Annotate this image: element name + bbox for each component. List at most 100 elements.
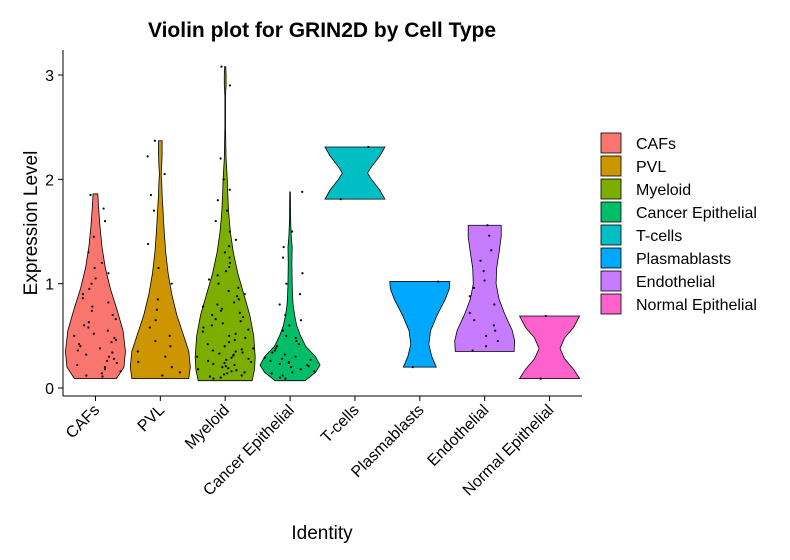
data-point-endothelial bbox=[484, 345, 488, 348]
data-point-pvl bbox=[170, 366, 173, 369]
data-point-cafs bbox=[107, 272, 110, 275]
data-point-myeloid bbox=[227, 340, 231, 344]
legend-swatch-cancer-epithelial bbox=[600, 201, 622, 223]
data-point-myeloid bbox=[234, 332, 237, 335]
data-point-cafs bbox=[103, 219, 107, 223]
data-point-myeloid bbox=[217, 282, 220, 285]
data-point-myeloid bbox=[211, 349, 214, 352]
data-point-myeloid bbox=[206, 343, 209, 346]
data-point-myeloid bbox=[207, 278, 211, 281]
data-point-cancer-epithelial bbox=[278, 303, 281, 306]
legend-swatch-plasmablasts bbox=[600, 247, 622, 269]
data-point-myeloid bbox=[233, 363, 236, 367]
data-point-myeloid bbox=[222, 373, 226, 376]
data-point-cancer-epithelial bbox=[287, 360, 290, 364]
data-point-myeloid bbox=[228, 256, 231, 259]
data-point-cafs bbox=[92, 332, 95, 335]
data-point-myeloid bbox=[247, 357, 250, 360]
data-point-myeloid bbox=[233, 301, 236, 304]
legend-swatch-myeloid bbox=[600, 178, 622, 200]
data-point-cancer-epithelial bbox=[291, 230, 294, 233]
data-point-cafs bbox=[103, 366, 107, 369]
data-point-cancer-epithelial bbox=[269, 359, 272, 362]
legend-label-t-cells: T-cells bbox=[636, 228, 682, 245]
data-point-myeloid bbox=[216, 274, 219, 277]
violin-normal-epithelial bbox=[518, 315, 581, 380]
data-point-myeloid bbox=[247, 328, 250, 331]
violin-endothelial bbox=[454, 224, 516, 352]
data-point-cafs bbox=[101, 375, 104, 378]
data-point-pvl bbox=[152, 209, 156, 212]
y-tick-label: 2 bbox=[45, 172, 54, 189]
data-point-cafs bbox=[111, 351, 114, 354]
data-point-cafs bbox=[83, 324, 86, 327]
data-point-cafs bbox=[98, 347, 102, 350]
data-point-cancer-epithelial bbox=[278, 376, 282, 379]
data-point-cancer-epithelial bbox=[291, 371, 294, 374]
data-point-cancer-epithelial bbox=[285, 334, 288, 337]
y-tick-label: 0 bbox=[45, 381, 54, 398]
x-axis-title: Identity bbox=[291, 523, 353, 544]
legend-label-normal-epithelial: Normal Epithelial bbox=[636, 297, 757, 314]
data-point-myeloid bbox=[227, 367, 230, 370]
data-point-cancer-epithelial bbox=[299, 319, 303, 322]
data-point-cafs bbox=[107, 301, 110, 304]
data-point-cafs bbox=[81, 297, 84, 300]
data-point-cafs bbox=[103, 368, 107, 371]
data-point-pvl bbox=[137, 360, 140, 364]
data-point-cancer-epithelial bbox=[297, 343, 301, 346]
data-point-myeloid bbox=[212, 362, 215, 366]
data-point-myeloid bbox=[220, 307, 224, 310]
y-axis-title: Expression Level bbox=[21, 151, 42, 296]
data-point-myeloid bbox=[208, 375, 211, 378]
data-point-myeloid bbox=[221, 366, 224, 369]
data-point-myeloid bbox=[228, 188, 231, 191]
data-point-cancer-epithelial bbox=[294, 355, 297, 358]
data-point-pvl bbox=[164, 355, 167, 358]
data-point-myeloid bbox=[219, 309, 223, 312]
legend-label-pvl: PVL bbox=[636, 159, 666, 176]
data-point-cancer-epithelial bbox=[274, 347, 277, 350]
data-point-myeloid bbox=[230, 356, 233, 359]
data-point-myeloid bbox=[196, 368, 200, 371]
data-point-cafs bbox=[94, 277, 97, 280]
data-point-cafs bbox=[107, 355, 111, 358]
data-point-myeloid bbox=[237, 298, 240, 301]
data-point-cancer-epithelial bbox=[283, 353, 286, 356]
data-point-cafs bbox=[76, 363, 79, 367]
data-point-cafs bbox=[110, 340, 113, 344]
data-point-cancer-epithelial bbox=[284, 377, 287, 380]
data-point-pvl bbox=[146, 155, 149, 158]
data-point-myeloid bbox=[234, 238, 237, 241]
data-point-myeloid bbox=[224, 270, 228, 273]
data-point-pvl bbox=[178, 371, 181, 374]
data-point-endothelial bbox=[483, 279, 486, 282]
data-point-myeloid bbox=[230, 370, 233, 373]
legend-swatch-endothelial bbox=[600, 270, 622, 292]
data-point-myeloid bbox=[221, 322, 224, 325]
data-point-cancer-epithelial bbox=[280, 357, 284, 360]
data-point-t-cells bbox=[367, 145, 370, 149]
data-point-cancer-epithelial bbox=[313, 370, 316, 373]
legend-label-plasmablasts: Plasmablasts bbox=[636, 251, 731, 268]
chart-title: Violin plot for GRIN2D by Cell Type bbox=[148, 19, 496, 42]
data-point-myeloid bbox=[241, 351, 244, 354]
violin-t-cells bbox=[324, 146, 386, 200]
legend-label-cafs: CAFs bbox=[636, 136, 676, 153]
data-point-myeloid bbox=[235, 369, 238, 372]
data-point-endothelial bbox=[473, 319, 476, 322]
data-point-cafs bbox=[113, 336, 116, 340]
data-point-myeloid bbox=[234, 350, 237, 353]
data-point-cancer-epithelial bbox=[295, 339, 298, 343]
data-point-myeloid bbox=[237, 286, 240, 289]
data-point-cafs bbox=[90, 309, 93, 312]
data-point-myeloid bbox=[241, 315, 245, 319]
data-point-pvl bbox=[154, 339, 157, 343]
data-point-endothelial bbox=[479, 259, 482, 262]
data-point-endothelial bbox=[493, 303, 496, 306]
y-tick-label: 3 bbox=[45, 68, 54, 85]
data-point-cancer-epithelial bbox=[278, 362, 281, 366]
data-point-cancer-epithelial bbox=[299, 368, 302, 371]
data-point-cancer-epithelial bbox=[282, 246, 285, 249]
data-point-pvl bbox=[149, 193, 153, 197]
